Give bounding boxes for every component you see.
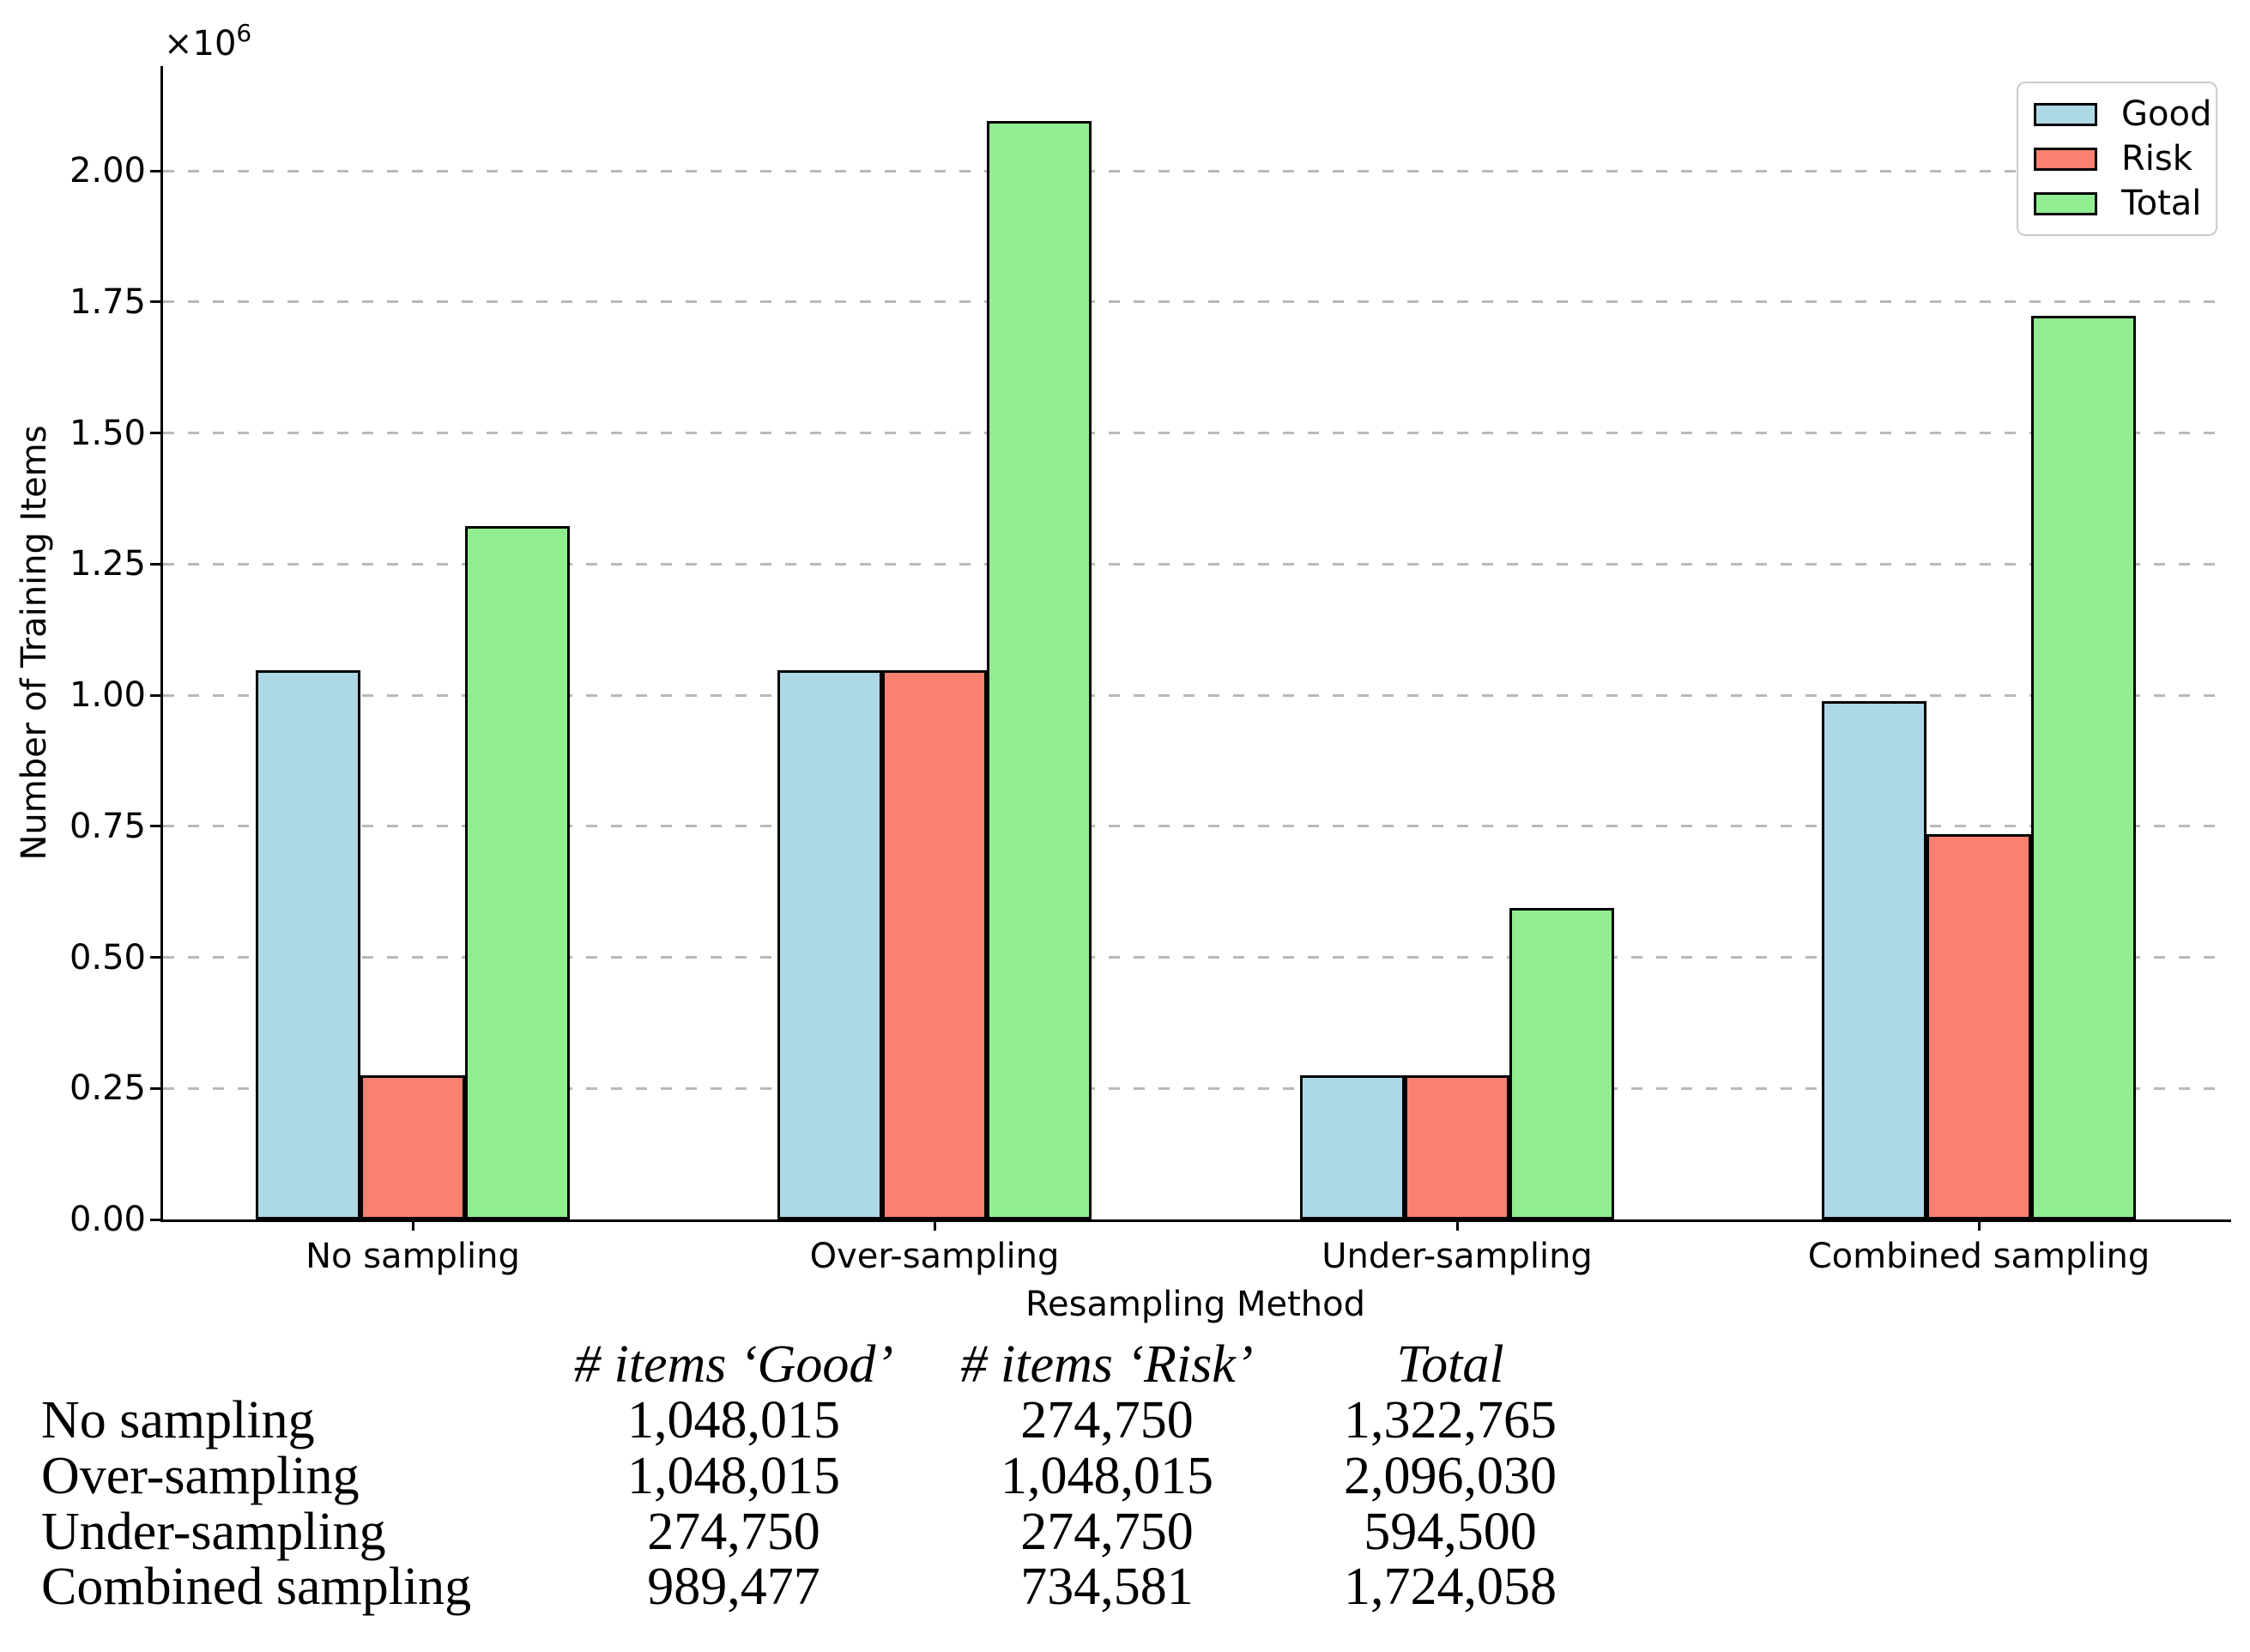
bar-good-0 xyxy=(256,669,360,1219)
y-tick-label: 0.00 xyxy=(69,1200,146,1239)
offset-exponent: 6 xyxy=(236,19,252,47)
y-tick xyxy=(150,956,160,959)
table-cell: 1,048,015 xyxy=(627,1391,840,1449)
y-tick-label: 2.00 xyxy=(69,151,146,191)
y-axis-spine xyxy=(160,66,163,1219)
x-axis-label: Resampling Method xyxy=(1025,1285,1366,1324)
table-cell: 274,750 xyxy=(1020,1503,1194,1561)
gridline xyxy=(163,693,2229,697)
legend-label-total: Total xyxy=(2121,184,2202,223)
y-tick xyxy=(150,169,160,172)
legend-label-good: Good xyxy=(2121,94,2212,134)
plot-area xyxy=(160,66,2231,1222)
risk-swatch-icon xyxy=(2034,147,2097,171)
gridline xyxy=(163,169,2229,172)
table-cell: 1,322,765 xyxy=(1344,1391,1557,1449)
gridline xyxy=(163,825,2229,828)
x-tick-label-over-sampling: Over-sampling xyxy=(809,1237,1060,1276)
good-swatch-icon xyxy=(2034,102,2097,126)
table-header-good: # items ‘Good’ xyxy=(574,1335,893,1394)
y-axis-label: Number of Training Items xyxy=(15,425,54,861)
table-row-label: Over-sampling xyxy=(41,1447,360,1505)
bar-risk-3 xyxy=(1926,834,2031,1219)
y-tick-label: 1.75 xyxy=(69,281,146,322)
bar-good-3 xyxy=(1822,700,1926,1219)
table-cell: 1,048,015 xyxy=(1001,1447,1213,1505)
table-row-label: Under-sampling xyxy=(41,1503,386,1561)
x-tick xyxy=(1455,1219,1459,1231)
y-tick xyxy=(150,1086,160,1090)
y-tick-label: 1.00 xyxy=(69,675,146,716)
y-tick xyxy=(150,300,160,304)
table-row-label: Combined sampling xyxy=(41,1558,472,1616)
y-axis-offset-text: ×106 xyxy=(164,19,251,64)
y-tick xyxy=(150,825,160,828)
y-tick xyxy=(150,693,160,697)
legend: Good Risk Total xyxy=(2017,82,2217,236)
bar-total-3 xyxy=(2031,315,2136,1219)
table-cell: 274,750 xyxy=(1020,1391,1194,1449)
x-tick xyxy=(1977,1219,1981,1231)
x-tick-label-combined-sampling: Combined sampling xyxy=(1807,1237,2150,1276)
table-header-risk: # items ‘Risk’ xyxy=(960,1335,1254,1394)
table-cell: 2,096,030 xyxy=(1344,1447,1557,1505)
y-tick xyxy=(150,562,160,566)
y-tick-label: 0.25 xyxy=(69,1068,146,1109)
table-cell: 1,048,015 xyxy=(627,1447,840,1505)
legend-row-total: Total xyxy=(2034,184,2202,223)
total-swatch-icon xyxy=(2034,191,2097,215)
bar-risk-0 xyxy=(360,1075,465,1219)
bar-risk-2 xyxy=(1405,1075,1509,1219)
table-header-total: Total xyxy=(1396,1335,1504,1394)
table-cell: 1,724,058 xyxy=(1344,1558,1557,1616)
y-tick-label: 1.25 xyxy=(69,544,146,584)
gridline xyxy=(163,432,2229,435)
table-cell: 989,477 xyxy=(647,1558,820,1616)
x-tick xyxy=(411,1219,414,1231)
gridline xyxy=(163,562,2229,566)
gridline xyxy=(163,1086,2229,1090)
x-tick xyxy=(933,1219,936,1231)
y-tick-label: 0.50 xyxy=(69,937,146,977)
x-axis-spine xyxy=(160,1219,2231,1222)
bar-good-1 xyxy=(777,669,882,1219)
bar-good-2 xyxy=(1300,1075,1405,1219)
table-cell: 274,750 xyxy=(647,1503,820,1561)
y-tick-label: 0.75 xyxy=(69,806,146,846)
legend-row-risk: Risk xyxy=(2034,140,2200,178)
y-tick xyxy=(150,1218,160,1221)
table-row-label: No sampling xyxy=(41,1391,315,1449)
bar-risk-1 xyxy=(882,669,987,1219)
offset-base: ×10 xyxy=(164,24,237,64)
table-cell: 594,500 xyxy=(1364,1503,1537,1561)
legend-label-risk: Risk xyxy=(2121,139,2193,179)
bar-total-1 xyxy=(987,120,1092,1219)
gridline xyxy=(163,300,2229,304)
y-tick-label: 1.50 xyxy=(69,413,146,453)
table-cell: 734,581 xyxy=(1020,1558,1194,1616)
y-tick xyxy=(150,432,160,435)
bar-total-0 xyxy=(465,525,570,1219)
legend-row-good: Good xyxy=(2034,95,2211,133)
gridline xyxy=(163,956,2229,959)
x-tick-label-under-sampling: Under-sampling xyxy=(1322,1237,1593,1276)
bar-total-2 xyxy=(1509,907,1614,1219)
x-tick-label-no-sampling: No sampling xyxy=(305,1237,520,1276)
